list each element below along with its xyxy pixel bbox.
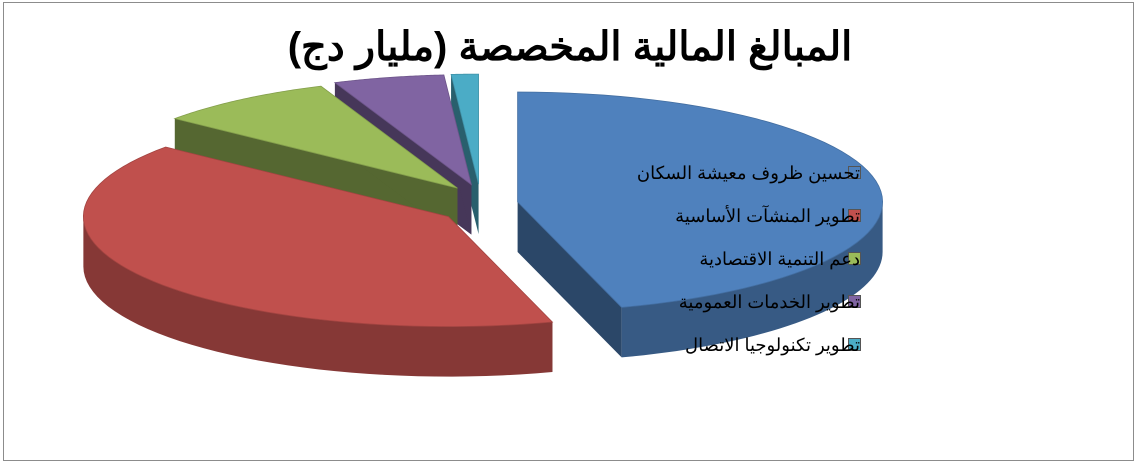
pie-slice-wall-1-2 (517, 201, 622, 358)
pie-slice-1 (517, 91, 884, 358)
legend-swatch (848, 338, 861, 351)
pie-slice-5 (450, 73, 479, 235)
pie-slice-top-4 (333, 74, 473, 186)
legend-item: تحسين ظروف معيشة السكان (637, 162, 1100, 184)
legend-label: دعم التنمية الاقتصادية (699, 249, 860, 269)
pie-slice-side-2 (83, 216, 553, 377)
pie-slice-top-1 (517, 91, 884, 308)
legend-swatch (848, 166, 861, 179)
legend-item: دعم التنمية الاقتصادية (699, 248, 1100, 270)
pie-slice-2 (82, 146, 554, 377)
legend-item: تطوير تكنولوجيا الاتصال (685, 334, 1100, 356)
legend-item: تطوير المنشآت الأساسية (675, 205, 1100, 227)
legend-item: تطوير الخدمات العمومية (679, 291, 1100, 313)
legend-label: تطوير تكنولوجيا الاتصال (685, 335, 860, 355)
legend-label: تطوير المنشآت الأساسية (675, 206, 860, 226)
pie-slice-top-2 (82, 146, 554, 327)
legend-swatch (848, 252, 861, 265)
pie-slice-top-5 (450, 73, 479, 185)
legend-label: تطوير الخدمات العمومية (678, 292, 860, 312)
pie-slice-side-1 (621, 201, 883, 358)
pie-slice-wall-5-1 (451, 74, 479, 235)
legend-swatch (848, 295, 861, 308)
chart-title: المبالغ المالية المخصصة (مليار دج) (287, 25, 853, 69)
pie-slice-top-3 (173, 85, 458, 189)
legend-label: تحسين ظروف معيشة السكان (636, 163, 860, 183)
legend-swatch (848, 209, 861, 222)
